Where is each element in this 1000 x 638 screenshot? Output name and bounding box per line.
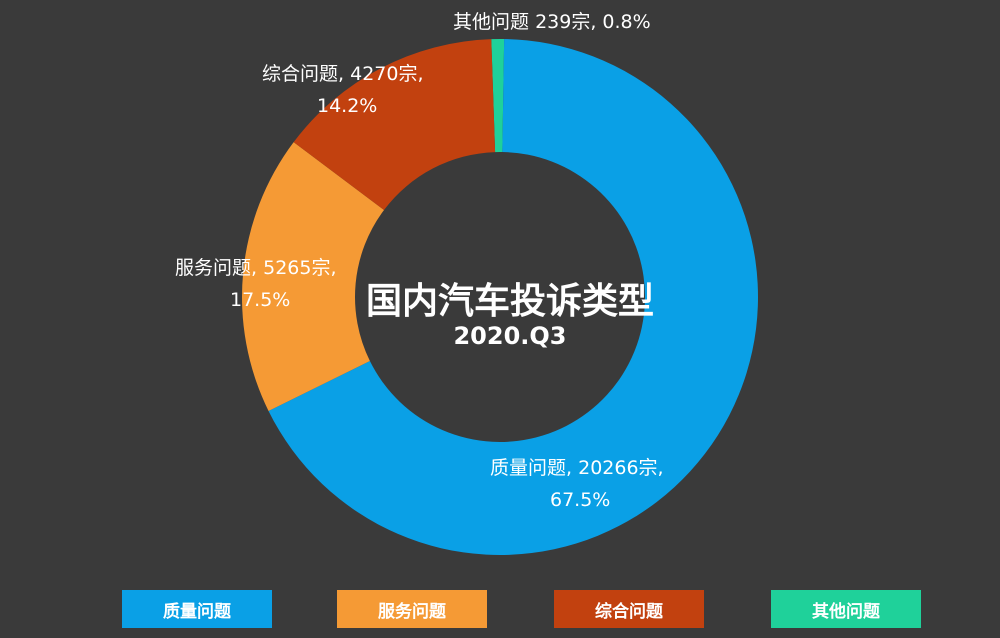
legend-item-comprehensive: 综合问题 (554, 590, 704, 628)
slice-label-comprehensive: 综合问题, 4270宗, 14.2% (262, 63, 424, 117)
slice-other (491, 39, 505, 153)
slice-quality (268, 39, 758, 555)
slice-comprehensive (293, 39, 496, 210)
legend-item-service: 服务问题 (337, 590, 487, 628)
chart-title: 国内汽车投诉类型 (365, 281, 654, 322)
legend-item-other: 其他问题 (771, 590, 921, 628)
slice-label-other: 其他问题 239宗, 0.8% (453, 11, 651, 33)
slice-label-service: 服务问题, 5265宗, 17.5% (175, 257, 337, 311)
slice-label-quality: 质量问题, 20266宗, 67.5% (490, 457, 664, 511)
legend-item-quality: 质量问题 (122, 590, 272, 628)
chart-subtitle: 2020.Q3 (453, 322, 567, 350)
slice-service (242, 142, 385, 411)
chart-legend: 质量问题 服务问题 综合问题 其他问题 (0, 590, 1000, 630)
